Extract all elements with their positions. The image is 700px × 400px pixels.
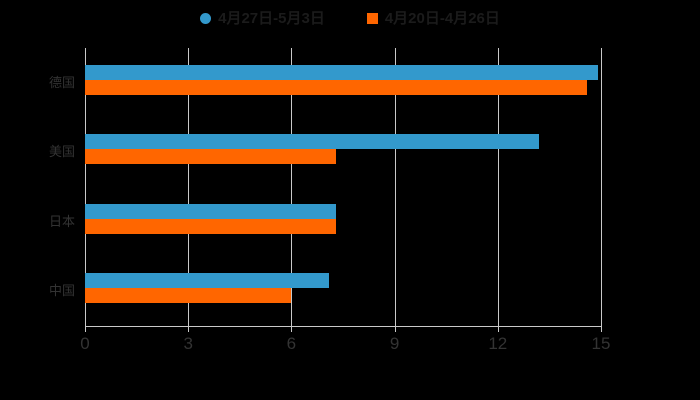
category-label: 中国 xyxy=(48,283,75,299)
bar[interactable] xyxy=(85,149,337,165)
bar[interactable] xyxy=(85,288,292,304)
x-axis-tick-label-9: 9 xyxy=(389,334,400,353)
x-axis-tick-0 xyxy=(85,326,86,332)
x-axis-tick-label-12: 12 xyxy=(488,334,508,353)
gridline-x-12 xyxy=(497,48,499,326)
legend-item-series-1[interactable]: 4月20日-4月26日 xyxy=(366,9,500,27)
category-axis: 德国 美国 日本 中国 xyxy=(0,48,75,326)
legend-circle-marker-icon xyxy=(200,12,212,24)
gridline-x-3 xyxy=(188,48,190,326)
x-axis-tick-label-15: 15 xyxy=(591,334,611,353)
bar-group xyxy=(85,273,601,304)
bar-group xyxy=(85,134,601,165)
x-axis-tick-12 xyxy=(497,326,499,332)
legend-item-series-0[interactable]: 4月27日-5月3日 xyxy=(200,11,325,26)
legend-label-series-0: 4月27日-5月3日 xyxy=(218,9,325,27)
bar[interactable] xyxy=(85,203,337,219)
legend-label-series-1: 4月20日-4月26日 xyxy=(384,9,500,27)
gridline-x-15 xyxy=(601,48,602,326)
x-axis-tick-label-3: 3 xyxy=(183,334,193,353)
gridline-x-0 xyxy=(85,48,86,326)
gridline-x-9 xyxy=(394,48,396,326)
x-axis-tick-3 xyxy=(188,326,190,332)
gridline-x-6 xyxy=(291,48,293,326)
category-label: 美国 xyxy=(48,144,75,160)
x-axis-line xyxy=(85,326,602,327)
bar[interactable] xyxy=(85,273,330,289)
bar[interactable] xyxy=(85,134,540,150)
x-axis-tick-label-0: 0 xyxy=(80,334,90,353)
chart-legend: 4月27日-5月3日 4月20日-4月26日 xyxy=(0,6,700,30)
bar-group xyxy=(85,203,601,234)
bar-group xyxy=(85,64,601,95)
x-axis-tick-label-6: 6 xyxy=(286,334,297,353)
x-axis-tick-15 xyxy=(601,326,602,332)
legend-square-marker-icon xyxy=(366,12,378,24)
x-axis-tick-6 xyxy=(291,326,293,332)
bar[interactable] xyxy=(85,64,598,80)
bar[interactable] xyxy=(85,79,588,95)
category-label: 日本 xyxy=(48,213,75,229)
x-axis-tick-9 xyxy=(394,326,396,332)
plot-area xyxy=(85,48,602,326)
category-label: 德国 xyxy=(48,74,75,90)
bar[interactable] xyxy=(85,218,337,234)
